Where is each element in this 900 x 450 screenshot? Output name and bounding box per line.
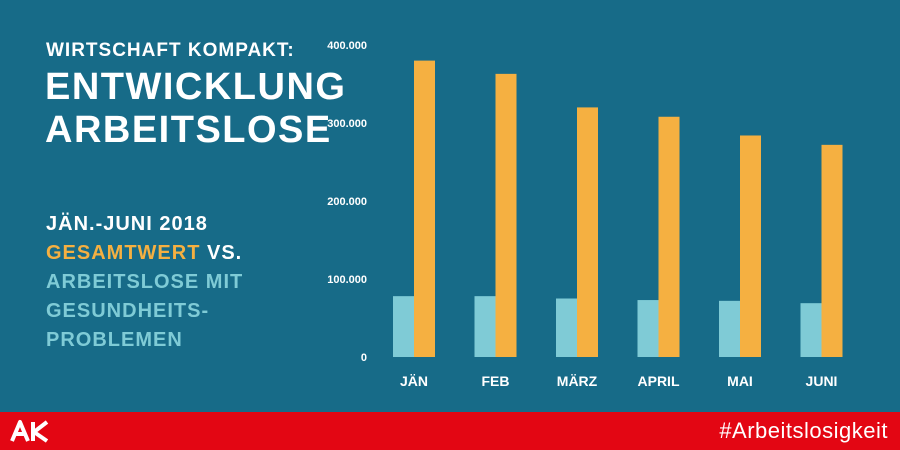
chart-legend: JÄN.-JUNI 2018 GESAMTWERT VS. ARBEITSLOS… (46, 210, 243, 355)
ak-logo (10, 420, 49, 443)
bar-total (740, 135, 761, 357)
bar-total (495, 73, 517, 358)
y-tick-label: 100.000 (327, 274, 367, 286)
y-tick-label: 300.000 (327, 118, 367, 130)
legend-total-label: GESAMTWERT (46, 242, 201, 264)
bar-health (556, 298, 577, 357)
x-tick-label: JUNI (806, 373, 838, 389)
x-tick-label: MAI (727, 373, 753, 389)
bar-health (637, 300, 659, 357)
legend-period: JÄN.-JUNI 2018 (46, 213, 208, 235)
y-tick-label: 0 (361, 352, 367, 364)
x-tick-label: MÄRZ (557, 373, 598, 389)
bar-health (474, 296, 496, 357)
legend-total-row: GESAMTWERT VS. (46, 239, 243, 268)
y-tick-label: 400.000 (327, 40, 367, 52)
legend-health-line-3: PROBLEMEN (46, 329, 183, 351)
x-tick-label: JÄN (400, 373, 428, 389)
legend-health-line-2: GESUNDHEITS- (46, 300, 210, 322)
x-tick-label: FEB (482, 373, 510, 389)
bar-chart: 0 100.000 200.000 300.000 400.000 JÄN FEB MÄRZ A… (327, 40, 843, 389)
bar-total (414, 60, 435, 357)
y-tick-label: 200.000 (327, 196, 367, 208)
footer-bar: #Arbeitslosigkeit (0, 412, 900, 450)
bar-total (658, 116, 680, 357)
page-title: ENTWICKLUNG ARBEITSLOSE (45, 66, 346, 152)
hashtag-text: #Arbeitslosigkeit (719, 418, 888, 443)
bar-health (800, 303, 822, 357)
bar-health (393, 296, 414, 357)
bar-total (577, 107, 598, 358)
legend-health-line-1: ARBEITSLOSE MIT (46, 271, 244, 293)
legend-vs: VS. (200, 242, 243, 264)
title-line-2: ARBEITSLOSE (45, 109, 332, 151)
x-tick-label: APRIL (638, 373, 680, 389)
bar-health (719, 300, 740, 357)
bar-total (821, 144, 843, 357)
kicker-text: WIRTSCHAFT KOMPAKT: (46, 40, 295, 61)
title-line-1: ENTWICKLUNG (45, 66, 347, 108)
